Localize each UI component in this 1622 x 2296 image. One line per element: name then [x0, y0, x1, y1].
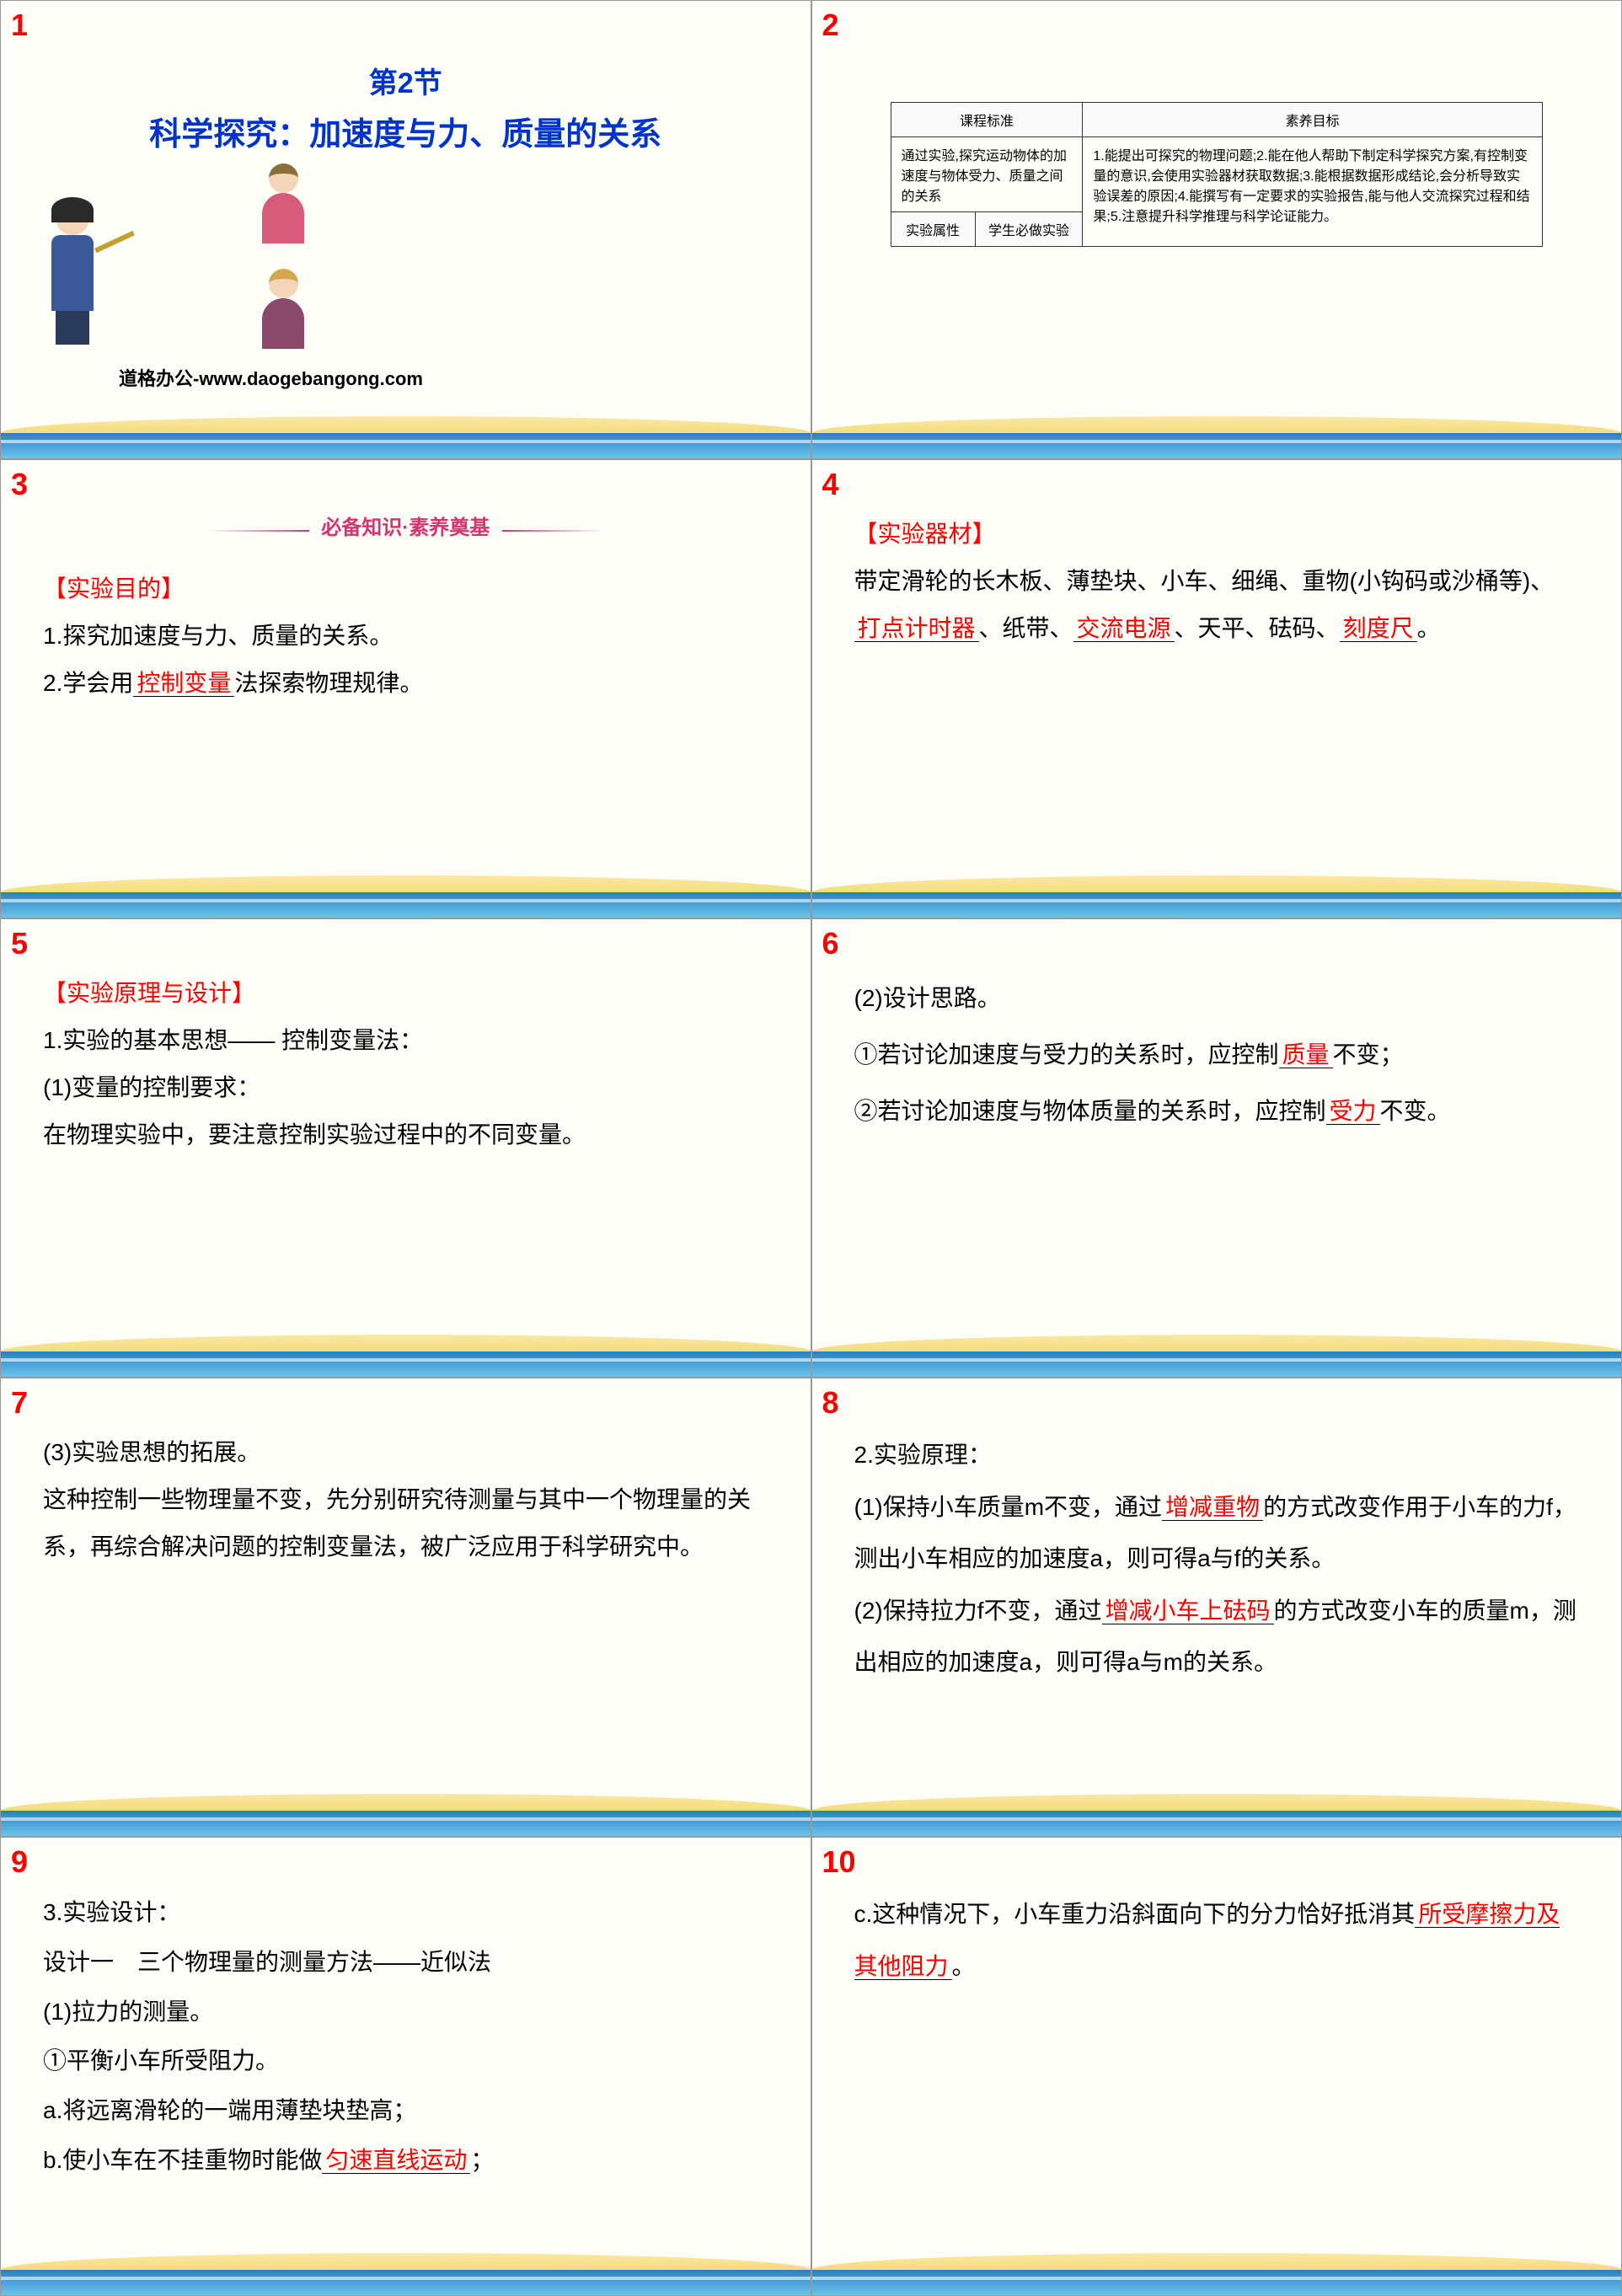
slide-6: 6 (2)设计思路。 ①若讨论加速度与受力的关系时，应控制质量不变； ②若讨论加…: [811, 918, 1622, 1378]
section-subtitle: 第2节: [43, 60, 768, 101]
text-line: a.将远离滑轮的一端用薄垫块垫高；: [43, 2097, 416, 2123]
slide-8: 8 2.实验原理： (1)保持小车质量m不变，通过增减重物的方式改变作用于小车的…: [811, 1378, 1622, 1837]
text-line: 这种控制一些物理量不变，先分别研究待测量与其中一个物理量的关系，再综合解决问题的…: [43, 1486, 751, 1560]
text: ；: [470, 2147, 494, 2173]
text-line: 1.实验的基本思想—— 控制变量法：: [43, 1027, 423, 1053]
body-content: (3)实验思想的拓展。 这种控制一些物理量不变，先分别研究待测量与其中一个物理量…: [43, 1429, 768, 1571]
text: b.使小车在不挂重物时能做: [43, 2147, 322, 2173]
text-line: 设计一 三个物理量的测量方法——近似法: [43, 1949, 491, 1975]
banner-text: 必备知识·素养奠基: [321, 516, 490, 539]
wave-decoration: [812, 416, 1622, 458]
slide-number: 7: [11, 1385, 28, 1421]
slide-number: 8: [822, 1385, 839, 1421]
fill-blank: 增减小车上砝码: [1102, 1598, 1274, 1624]
text: (2)保持拉力f不变，通过: [854, 1598, 1102, 1624]
slide-number: 9: [11, 1844, 28, 1880]
slide-10: 10 c.这种情况下，小车重力沿斜面向下的分力恰好抵消其所受摩擦力及其他阻力。: [811, 1837, 1622, 2296]
text-line: 法探索物理规律。: [234, 670, 423, 696]
text: 、天平、砝码、: [1175, 615, 1340, 641]
fill-blank: 交流电源: [1073, 615, 1175, 642]
slide-5: 5 【实验原理与设计】 1.实验的基本思想—— 控制变量法： (1)变量的控制要…: [0, 918, 811, 1378]
body-content: 【实验器材】 带定滑轮的长木板、薄垫块、小车、细绳、重物(小钩码或沙桶等)、打点…: [854, 511, 1580, 652]
wave-decoration: [1, 416, 811, 458]
text: 不变；: [1333, 1041, 1404, 1068]
wave-decoration: [1, 875, 811, 918]
slide-number: 6: [822, 926, 839, 961]
slide-number: 5: [11, 926, 28, 961]
wave-decoration: [812, 1335, 1622, 1377]
text: 不变。: [1380, 1098, 1451, 1124]
table-cell: 实验属性: [891, 212, 975, 247]
body-content: 3.实验设计： 设计一 三个物理量的测量方法——近似法 (1)拉力的测量。 ①平…: [43, 1888, 768, 2186]
fill-blank: 控制变量: [133, 670, 234, 697]
fill-blank: 受力: [1326, 1098, 1380, 1125]
text-line: (3)实验思想的拓展。: [43, 1439, 260, 1465]
text: 。: [1417, 615, 1441, 641]
text: ②若讨论加速度与物体质量的关系时，应控制: [854, 1098, 1326, 1124]
standards-table: 课程标准 素养目标 通过实验,探究运动物体的加速度与物体受力、质量之间的关系 1…: [891, 102, 1543, 247]
fill-blank: 增减重物: [1162, 1494, 1263, 1521]
text: 。: [952, 1953, 976, 1979]
wave-decoration: [1, 1794, 811, 1836]
text-line: (2)设计思路。: [854, 985, 1001, 1011]
text-line: 3.实验设计：: [43, 1899, 180, 1925]
table-cell: 1.能提出可探究的物理问题;2.能在他人帮助下制定科学探究方案,有控制变量的意识…: [1083, 137, 1543, 247]
student-figures: [254, 163, 313, 374]
slide-number: 10: [822, 1844, 856, 1880]
body-content: (2)设计思路。 ①若讨论加速度与受力的关系时，应控制质量不变； ②若讨论加速度…: [854, 970, 1580, 1140]
text-line: (1)变量的控制要求：: [43, 1074, 260, 1100]
wave-decoration: [1, 2253, 811, 2295]
table-header-1: 课程标准: [891, 103, 1083, 137]
fill-blank: 刻度尺: [1340, 615, 1417, 642]
wave-decoration: [812, 2253, 1622, 2295]
wave-decoration: [1, 1335, 811, 1377]
slide-9: 9 3.实验设计： 设计一 三个物理量的测量方法——近似法 (1)拉力的测量。 …: [0, 1837, 811, 2296]
slide-grid: 1 第2节 科学探究：加速度与力、质量的关系: [0, 0, 1622, 2296]
body-content: c.这种情况下，小车重力沿斜面向下的分力恰好抵消其所受摩擦力及其他阻力。: [854, 1888, 1580, 1992]
section-title: 科学探究：加速度与力、质量的关系: [43, 108, 768, 154]
text-line: ①平衡小车所受阻力。: [43, 2047, 279, 2074]
heading: 【实验原理与设计】: [43, 980, 255, 1006]
section-banner: 必备知识·素养奠基: [43, 511, 768, 540]
slide-number: 3: [11, 467, 28, 502]
text-line: (1)拉力的测量。: [43, 1999, 213, 2025]
wave-decoration: [812, 875, 1622, 918]
slide-number: 2: [822, 8, 839, 43]
text-line: 在物理实验中，要注意控制实验过程中的不同变量。: [43, 1121, 586, 1148]
text: (1)保持小车质量m不变，通过: [854, 1494, 1163, 1520]
fill-blank: 打点计时器: [854, 615, 979, 642]
slide-number: 1: [11, 8, 28, 43]
table-cell: 学生必做实验: [975, 212, 1083, 247]
text: ①若讨论加速度与受力的关系时，应控制: [854, 1041, 1279, 1068]
text-line: 2.学会用: [43, 670, 133, 696]
text-line: 2.实验原理：: [854, 1442, 992, 1468]
slide-4: 4 【实验器材】 带定滑轮的长木板、薄垫块、小车、细绳、重物(小钩码或沙桶等)、…: [811, 459, 1622, 918]
table-header-2: 素养目标: [1083, 103, 1543, 137]
body-content: 2.实验原理： (1)保持小车质量m不变，通过增减重物的方式改变作用于小车的力f…: [854, 1429, 1580, 1689]
body-content: 【实验目的】 1.探究加速度与力、质量的关系。 2.学会用控制变量法探索物理规律…: [43, 565, 768, 707]
cartoon-figures: [35, 201, 110, 357]
slide-3: 3 必备知识·素养奠基 【实验目的】 1.探究加速度与力、质量的关系。 2.学会…: [0, 459, 811, 918]
table-cell: 通过实验,探究运动物体的加速度与物体受力、质量之间的关系: [891, 137, 1083, 212]
slide-number: 4: [822, 467, 839, 502]
fill-blank: 质量: [1279, 1041, 1333, 1068]
slide-2: 2 课程标准 素养目标 通过实验,探究运动物体的加速度与物体受力、质量之间的关系…: [811, 0, 1622, 459]
watermark-text: 道格办公-www.daogebangong.com: [119, 364, 423, 391]
teacher-figure: [35, 201, 110, 353]
slide-1: 1 第2节 科学探究：加速度与力、质量的关系: [0, 0, 811, 459]
body-content: 【实验原理与设计】 1.实验的基本思想—— 控制变量法： (1)变量的控制要求：…: [43, 970, 768, 1159]
slide-7: 7 (3)实验思想的拓展。 这种控制一些物理量不变，先分别研究待测量与其中一个物…: [0, 1378, 811, 1837]
heading: 【实验目的】: [43, 575, 185, 602]
heading: 【实验器材】: [854, 521, 996, 547]
text: c.这种情况下，小车重力沿斜面向下的分力恰好抵消其: [854, 1901, 1416, 1927]
text: 、纸带、: [979, 615, 1073, 641]
fill-blank: 匀速直线运动: [322, 2147, 470, 2174]
text: 带定滑轮的长木板、薄垫块、小车、细绳、重物(小钩码或沙桶等)、: [854, 568, 1555, 594]
text-line: 1.探究加速度与力、质量的关系。: [43, 623, 393, 649]
title-section: 第2节 科学探究：加速度与力、质量的关系: [43, 60, 768, 154]
wave-decoration: [812, 1794, 1622, 1836]
